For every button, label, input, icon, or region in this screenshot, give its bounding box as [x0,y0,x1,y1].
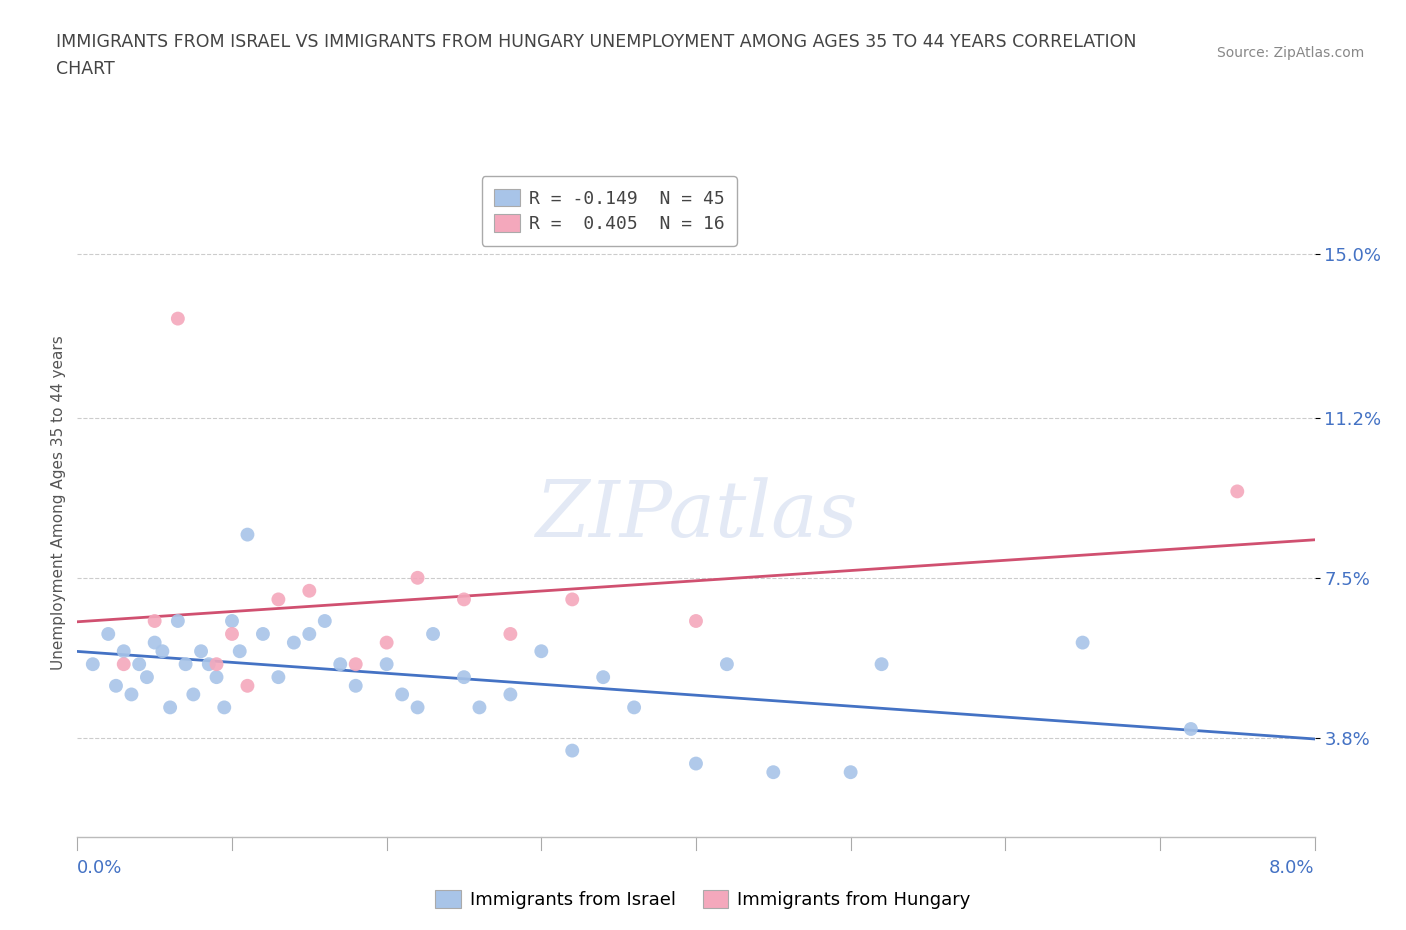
Point [592,670,614,684]
Point [314,614,336,629]
Point [870,657,893,671]
Point [406,700,429,715]
Point [839,764,862,779]
Point [375,635,398,650]
Point [214,700,236,715]
Point [197,657,219,671]
Point [190,644,212,658]
Point [82,657,104,671]
Point [1071,635,1094,650]
Point [499,627,522,642]
Text: 0.0%: 0.0% [77,858,122,877]
Legend: R = -0.149  N = 45, R =  0.405  N = 16: R = -0.149 N = 45, R = 0.405 N = 16 [482,177,737,246]
Point [136,670,159,684]
Point [152,644,174,658]
Point [112,644,135,658]
Point [298,583,321,598]
Point [375,657,398,671]
Point [283,635,305,650]
Point [267,592,290,607]
Point [143,614,166,629]
Point [159,700,181,715]
Point [205,657,228,671]
Point [453,670,475,684]
Point [468,700,491,715]
Text: Source: ZipAtlas.com: Source: ZipAtlas.com [1216,46,1364,60]
Point [236,527,259,542]
Legend: Immigrants from Israel, Immigrants from Hungary: Immigrants from Israel, Immigrants from … [429,884,977,916]
Text: 8.0%: 8.0% [1270,858,1315,877]
Point [1180,722,1202,737]
Point [183,687,205,702]
Text: IMMIGRANTS FROM ISRAEL VS IMMIGRANTS FROM HUNGARY UNEMPLOYMENT AMONG AGES 35 TO : IMMIGRANTS FROM ISRAEL VS IMMIGRANTS FRO… [56,33,1136,50]
Point [453,592,475,607]
Point [716,657,738,671]
Point [228,644,252,658]
Point [97,627,120,642]
Point [391,687,413,702]
Point [762,764,785,779]
Point [623,700,645,715]
Point [561,743,583,758]
Point [499,687,522,702]
Point [236,678,259,693]
Point [121,687,143,702]
Point [685,614,707,629]
Point [530,644,553,658]
Point [329,657,352,671]
Point [267,670,290,684]
Point [167,614,190,629]
Text: CHART: CHART [56,60,115,78]
Point [221,627,243,642]
Point [1226,484,1249,498]
Point [344,657,367,671]
Point [221,614,243,629]
Point [143,635,166,650]
Text: ZIPatlas: ZIPatlas [534,477,858,553]
Point [128,657,150,671]
Point [252,627,274,642]
Point [167,312,190,326]
Point [112,657,135,671]
Y-axis label: Unemployment Among Ages 35 to 44 years: Unemployment Among Ages 35 to 44 years [51,335,66,670]
Point [105,678,127,693]
Point [561,592,583,607]
Point [406,570,429,585]
Point [298,627,321,642]
Point [422,627,444,642]
Point [344,678,367,693]
Point [174,657,197,671]
Point [685,756,707,771]
Point [205,670,228,684]
